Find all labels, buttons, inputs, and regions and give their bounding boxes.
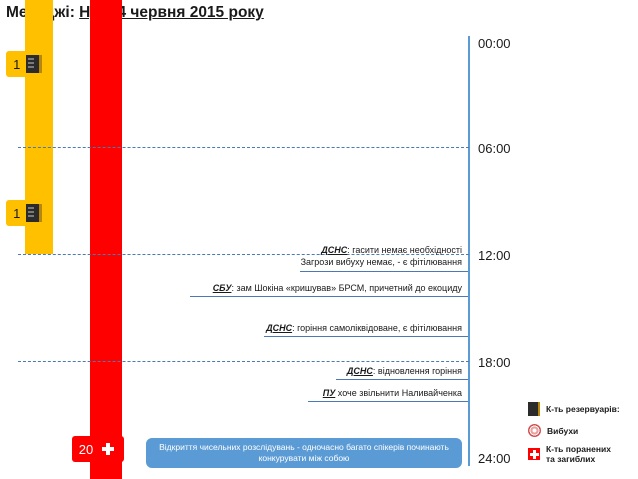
hour-label-12: 12:00	[478, 248, 511, 263]
event-underline	[308, 401, 468, 402]
marker-count: 1	[13, 56, 21, 72]
casualty-cross-icon	[528, 448, 540, 460]
casualty-cross-icon	[100, 441, 116, 457]
legend-item-explosions: Вибухи	[528, 424, 578, 437]
event-item: ДСНС: гасити немає необхідності Загрози …	[301, 244, 462, 268]
event-text: : відновлення горіння	[372, 366, 462, 376]
event-text: : горіння самоліквідоване, є фітілювання	[292, 323, 462, 333]
event-underline	[264, 336, 468, 337]
event-underline	[190, 296, 468, 297]
event-text: хоче звільнити Наливайченка	[335, 388, 462, 398]
marker-count: 1	[13, 205, 21, 221]
event-source: ПУ	[322, 388, 336, 398]
legend-item-reservoirs: К-ть резервуарів:	[528, 402, 620, 416]
reservoir-marker: 1	[6, 200, 42, 226]
legend-label: К-ть резервуарів:	[546, 404, 620, 414]
callout-box: Відкриття чисельних розслідувань - одноч…	[146, 438, 462, 468]
event-source: ДСНС	[266, 323, 293, 333]
timeline-axis	[468, 36, 470, 466]
legend-item-casualties: К-ть поранених та загиблих	[528, 444, 611, 464]
legend-label: Вибухи	[547, 425, 579, 436]
event-item: СБУ: зам Шокіна «кришував» БРСМ, причетн…	[213, 282, 462, 294]
explosion-icon	[528, 424, 541, 437]
event-source: СБУ	[212, 283, 232, 293]
event-item: ДСНС: відновлення горіння	[347, 365, 462, 377]
legend-label-line1: К-ть поранених	[546, 444, 611, 454]
hour-label-00: 00:00	[478, 36, 511, 51]
marker-count: 20	[78, 441, 94, 457]
legend-label-line2: та загиблих	[546, 454, 596, 464]
gridline-06	[18, 147, 469, 148]
reservoir-icon	[528, 402, 540, 416]
event-text: : гасити немає необхідності	[347, 245, 462, 255]
event-underline	[300, 271, 468, 272]
gridline-12	[18, 254, 469, 255]
event-source: ДСНС	[346, 366, 373, 376]
event-text: : зам Шокіна «кришував» БРСМ, причетний …	[231, 283, 462, 293]
hour-label-06: 06:00	[478, 141, 511, 156]
hour-label-18: 18:00	[478, 355, 511, 370]
casualty-band	[90, 0, 122, 479]
legend-label: К-ть поранених та загиблих	[546, 444, 611, 464]
gridline-18	[18, 361, 469, 362]
event-source: ДСНС	[321, 245, 348, 255]
event-text-line2: Загрози вибуху немає, - є фітілювання	[300, 257, 462, 267]
event-underline	[336, 379, 468, 380]
event-item: ДСНС: горіння самоліквідоване, є фітілюв…	[266, 322, 462, 334]
title-date: Нд, 14 червня 2015 року	[79, 4, 264, 21]
event-item: ПУ хоче звільнити Наливайченка	[323, 387, 462, 399]
hour-label-24: 24:00	[478, 451, 511, 466]
casualty-marker: 20	[72, 436, 124, 462]
reservoir-icon	[25, 204, 42, 222]
reservoir-icon	[25, 55, 42, 73]
callout-text: Відкриття чисельних розслідувань - одноч…	[159, 442, 449, 463]
reservoir-marker: 1	[6, 51, 42, 77]
